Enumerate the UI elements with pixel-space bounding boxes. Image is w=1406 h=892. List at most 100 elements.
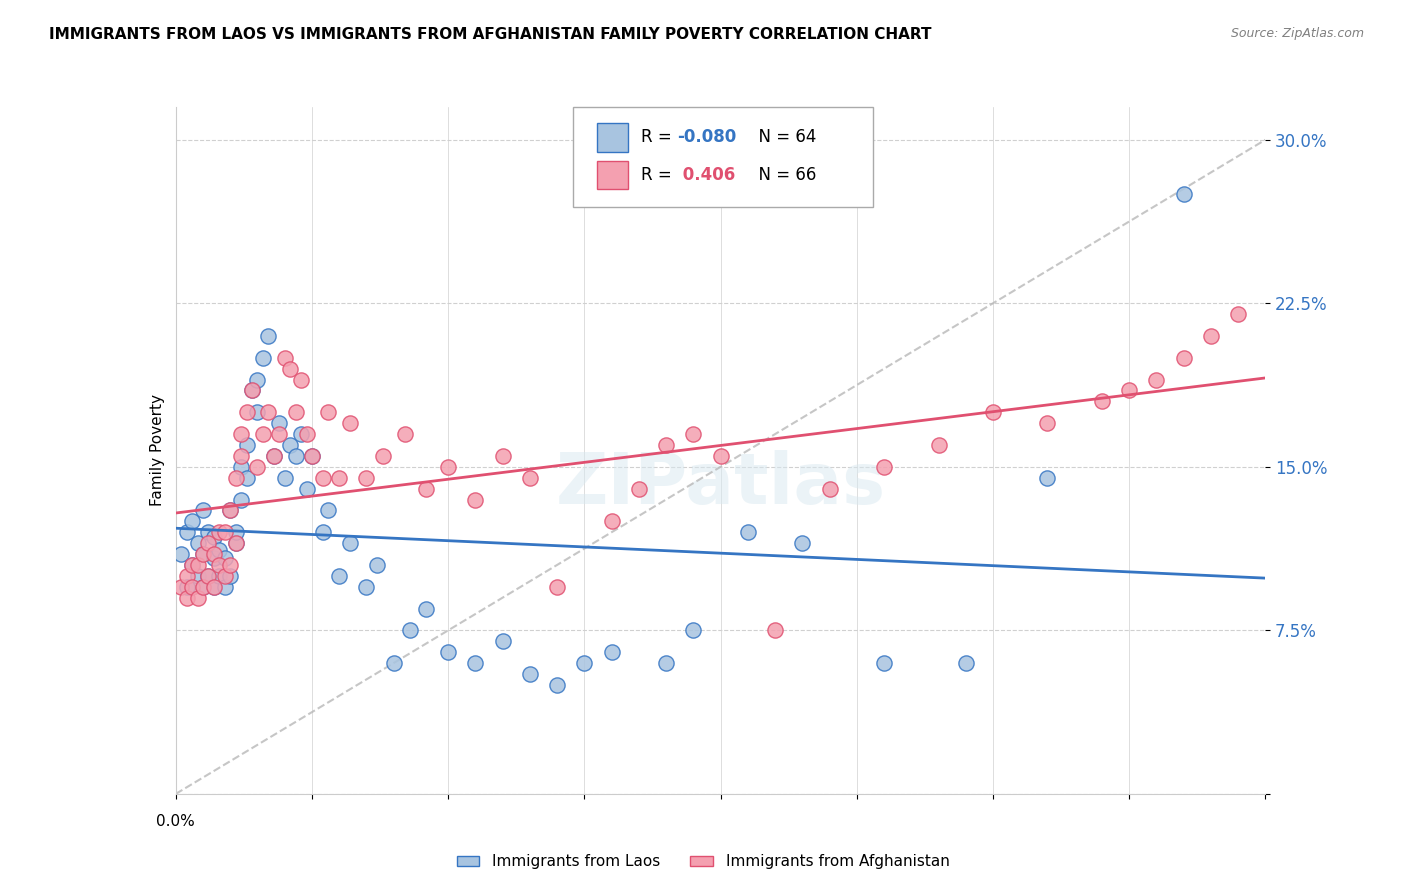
Point (186, 558, 209, 572)
Point (371, 449, 394, 463)
Point (627, 482, 650, 496)
Point (356, 471, 378, 485)
Legend: Immigrants from Laos, Immigrants from Afghanistan: Immigrants from Laos, Immigrants from Af… (450, 848, 956, 875)
Point (1036, 416, 1059, 430)
Point (197, 536, 219, 550)
Point (219, 569, 242, 583)
Point (278, 361, 301, 376)
Point (240, 384, 263, 398)
Point (208, 558, 231, 572)
Point (519, 471, 541, 485)
Point (328, 471, 350, 485)
Point (186, 591, 209, 605)
Point (170, 580, 193, 594)
Point (763, 624, 786, 638)
Point (312, 525, 335, 540)
Point (290, 427, 312, 442)
Point (208, 542, 231, 557)
Point (191, 547, 214, 561)
Point (981, 405, 1004, 419)
Point (176, 591, 198, 605)
Point (710, 449, 733, 463)
Point (464, 492, 486, 507)
Point (1173, 351, 1195, 365)
Point (176, 569, 198, 583)
Point (235, 438, 257, 452)
Point (269, 416, 291, 430)
Point (1118, 384, 1140, 398)
Point (312, 471, 335, 485)
Text: ZIPatlas: ZIPatlas (555, 450, 886, 519)
Point (295, 427, 318, 442)
Point (399, 624, 422, 638)
Text: R =: R = (641, 166, 678, 184)
Point (818, 482, 841, 496)
Point (269, 427, 291, 442)
Point (328, 569, 350, 583)
Point (191, 580, 214, 594)
Point (394, 427, 416, 442)
Point (246, 459, 269, 474)
Point (792, 536, 814, 550)
Point (197, 569, 219, 583)
Point (235, 405, 257, 419)
Text: R =: R = (641, 128, 678, 146)
Point (202, 580, 225, 594)
Point (257, 329, 280, 343)
Point (278, 438, 301, 452)
Point (301, 449, 323, 463)
Point (655, 438, 678, 452)
Point (191, 580, 214, 594)
Point (214, 580, 236, 594)
Text: N = 66: N = 66 (748, 166, 817, 184)
Point (202, 530, 225, 544)
Text: 0.0%: 0.0% (156, 814, 195, 830)
Point (274, 471, 297, 485)
Bar (598, 161, 628, 189)
Point (214, 525, 236, 540)
Point (1199, 329, 1222, 343)
Text: -0.080: -0.080 (678, 128, 737, 146)
Text: IMMIGRANTS FROM LAOS VS IMMIGRANTS FROM AFGHANISTAN FAMILY POVERTY CORRELATION C: IMMIGRANTS FROM LAOS VS IMMIGRANTS FROM … (49, 27, 932, 42)
Point (208, 569, 231, 583)
Point (202, 551, 225, 566)
Point (225, 525, 247, 540)
Point (873, 459, 896, 474)
Point (191, 503, 214, 517)
Point (197, 569, 219, 583)
Point (231, 427, 253, 442)
Point (219, 503, 242, 517)
Point (202, 547, 225, 561)
Point (382, 656, 405, 670)
Point (356, 580, 378, 594)
Point (181, 580, 204, 594)
Point (415, 482, 437, 496)
Point (231, 449, 253, 463)
Text: N = 64: N = 64 (748, 128, 817, 146)
Point (252, 351, 274, 365)
Point (1036, 471, 1059, 485)
Point (1091, 394, 1114, 409)
Point (492, 449, 515, 463)
Point (437, 645, 460, 659)
Point (574, 656, 596, 670)
Point (225, 536, 247, 550)
Point (295, 482, 318, 496)
Point (181, 514, 204, 528)
Point (181, 558, 204, 572)
Point (318, 405, 340, 419)
Point (274, 351, 297, 365)
Point (366, 558, 388, 572)
Point (1144, 373, 1167, 387)
Point (225, 536, 247, 550)
Point (191, 547, 214, 561)
Point (519, 667, 541, 681)
Point (197, 525, 219, 540)
Point (437, 459, 460, 474)
Point (257, 405, 280, 419)
Point (235, 471, 257, 485)
Point (231, 492, 253, 507)
Point (214, 551, 236, 566)
Point (492, 634, 515, 648)
Text: 0.406: 0.406 (678, 166, 735, 184)
